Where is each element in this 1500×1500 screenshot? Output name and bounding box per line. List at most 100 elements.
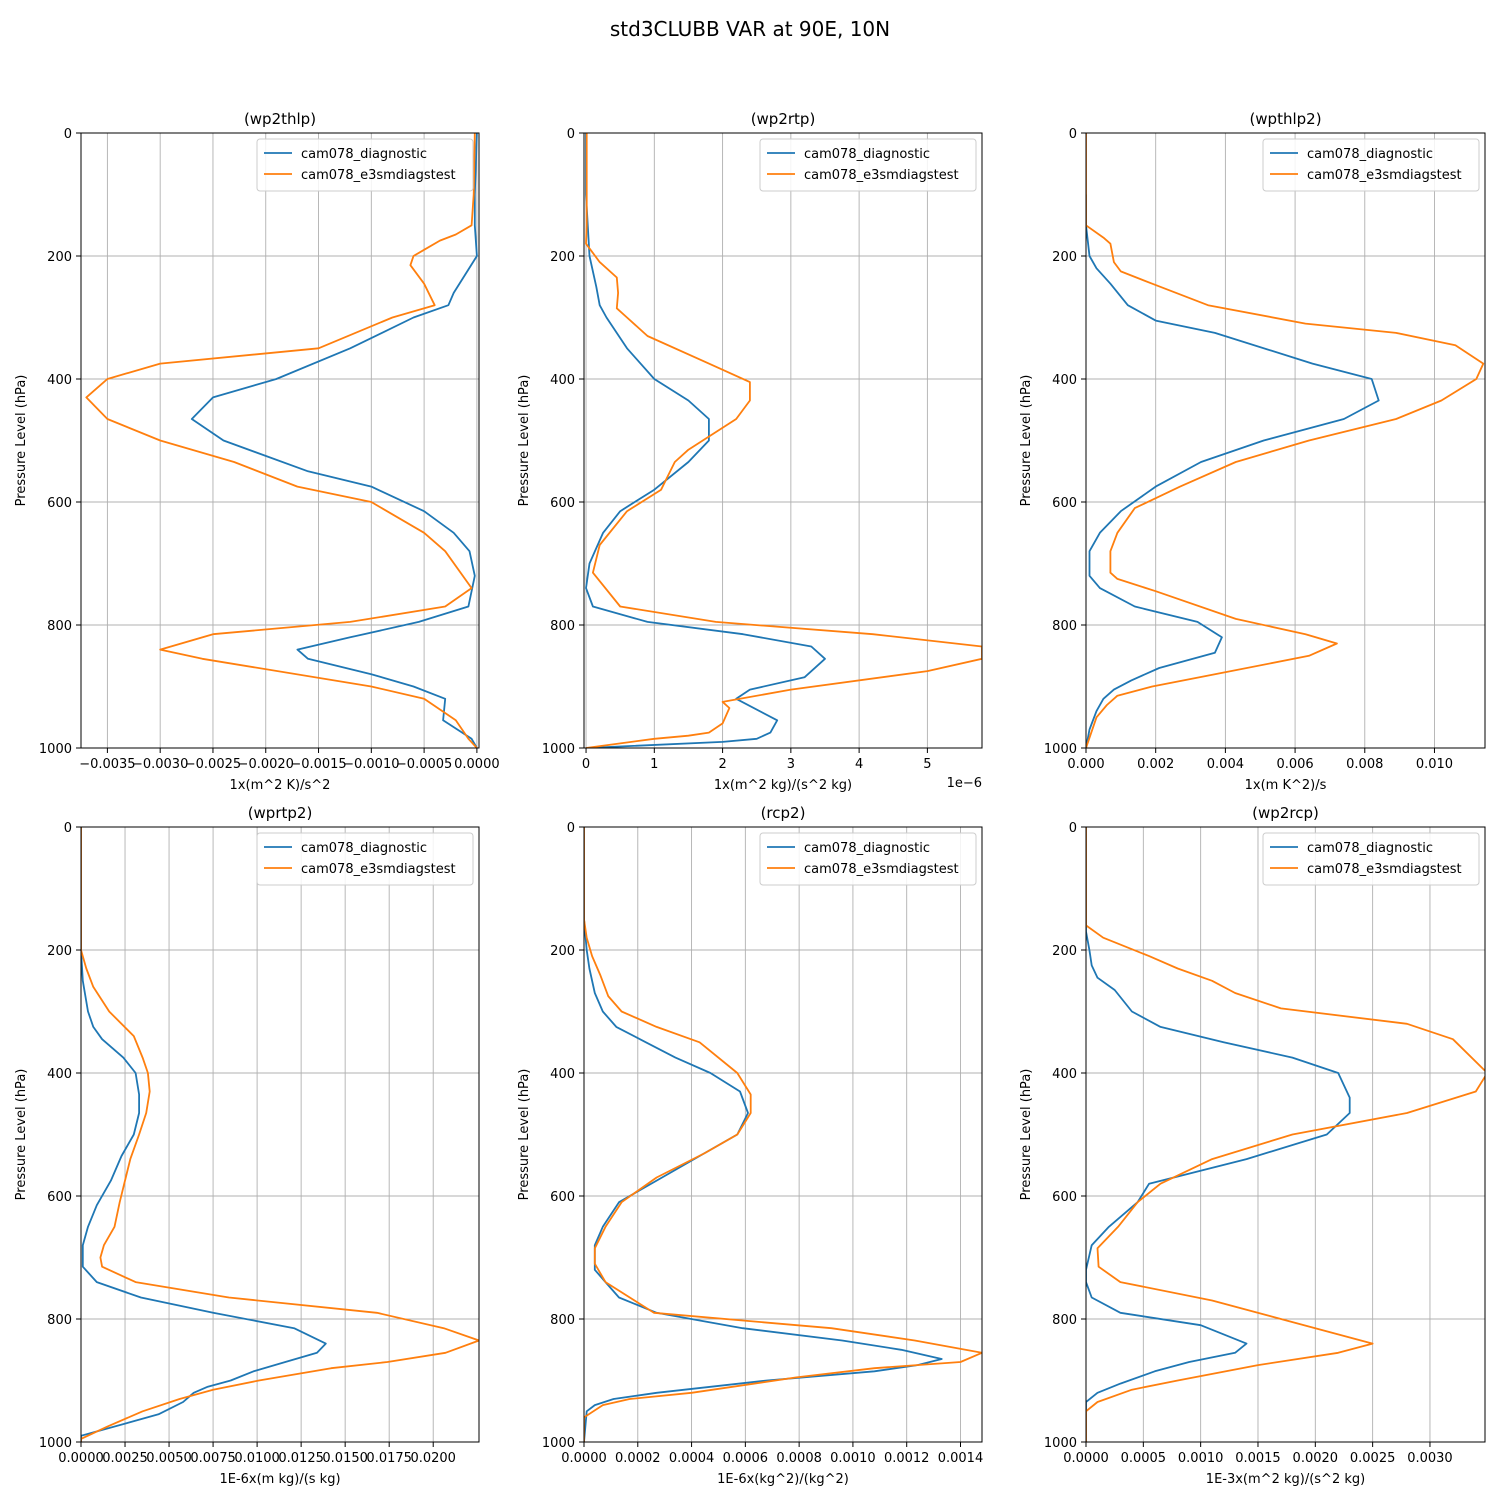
legend-box [256,138,474,192]
y-tick-label: 400 [1052,1067,1077,1082]
y-axis-label: Pressure Level (hPa) [1019,375,1034,507]
x-tick-label: 0.0050 [146,1451,192,1466]
x-axis-label: 1x(m^2 kg)/(s^2 kg) [714,778,852,793]
x-tick-label: 0.0000 [58,1451,104,1466]
x-tick-label: 0.0075 [190,1451,236,1466]
y-tick-label: 800 [47,1313,72,1328]
y-tick-label: 800 [550,1313,575,1328]
y-tick-label: 200 [1052,944,1077,959]
legend-label: cam078_diagnostic [1307,147,1433,162]
chart-panel-1: −0.0035−0.0030−0.0025−0.0020−0.0015−0.00… [14,110,500,793]
y-tick-label: 200 [1052,250,1077,265]
x-tick-label: 0.0015 [1235,1451,1281,1466]
y-tick-label: 600 [47,1190,72,1205]
x-axis-label: 1x(m^2 K)/s^2 [230,778,331,793]
series-line-cam078_diagnostic [190,133,478,748]
x-tick-label: −0.0020 [238,757,294,772]
legend-box [1262,832,1480,886]
x-tick-label: 0.0150 [322,1451,368,1466]
y-tick-label: 800 [1052,619,1077,634]
x-tick-label: 5 [923,757,931,772]
y-tick-label: 600 [550,496,575,511]
x-axis-label: 1E-6x(m kg)/(s kg) [219,1472,340,1487]
chart-panel-5: 0.0000 0.0002 0.0004 0.0006 0.0008 0.0010 0.00… [517,804,983,1487]
figure-title: std3CLUBB VAR at 90E, 10N [610,17,890,41]
x-tick-label: 0.0000 [1063,1451,1109,1466]
y-tick-label: 1000 [1044,742,1077,757]
chart-panel-4: 0.00000.00250.00500.00750.01000.01250.01… [14,804,480,1487]
y-tick-label: 0 [64,821,72,836]
y-tick-label: 600 [1052,496,1077,511]
x-tick-label: −0.0015 [290,757,346,772]
y-tick-label: 0 [567,127,575,142]
y-tick-label: 0 [64,127,72,142]
plot-frame [1085,132,1486,749]
plot-frame [583,826,983,1443]
y-tick-label: 0 [1069,821,1077,836]
y-axis-label: Pressure Level (hPa) [517,1069,532,1201]
x-tick-label: 0.008 [1346,757,1383,772]
x-tick-label: 0.0004 [669,1451,715,1466]
y-tick-label: 800 [47,619,72,634]
legend-box [759,138,977,192]
y-tick-label: 1000 [542,742,575,757]
y-axis-label: Pressure Level (hPa) [14,375,29,507]
legend-label: cam078_e3smdiagstest [1307,168,1462,183]
x-tick-label: 0.0025 [102,1451,148,1466]
legend-label: cam078_diagnostic [301,147,427,162]
chart-title: (wpthlp2) [1249,110,1321,128]
series-line-cam078_diagnostic [585,133,826,748]
x-axis-label: 1x(m K^2)/s [1245,778,1327,793]
x-tick-label: 0.0125 [278,1451,324,1466]
x-tick-label: 0.0100 [234,1451,280,1466]
series-line-cam078_e3smdiagstest [81,827,479,1442]
y-tick-label: 400 [1052,373,1077,388]
plot-frame [80,826,480,1443]
series-line-cam078_e3smdiagstest [1086,133,1485,748]
x-tick-label: 0.0000 [454,757,500,772]
x-tick-label: −0.0030 [132,757,188,772]
plot-frame [583,132,983,749]
x-tick-label: 3 [787,757,795,772]
x-tick-label: 0.0006 [723,1451,769,1466]
x-tick-label: 1 [650,757,658,772]
x-axis-label: 1E-3x(m^2 kg)/(s^2 kg) [1206,1472,1365,1487]
y-tick-label: 600 [1052,1190,1077,1205]
y-tick-label: 600 [550,1190,575,1205]
legend-label: cam078_diagnostic [301,841,427,856]
series-line-cam078_diagnostic [81,827,327,1442]
y-tick-label: 1000 [39,1436,72,1451]
chart-panel-6: 0.0000 0.0005 0.0010 0.0015 0.0020 0.0025 0.00… [1019,804,1486,1487]
y-tick-label: 0 [1069,127,1077,142]
legend-box [759,832,977,886]
x-tick-label: 4 [855,757,863,772]
legend-label: cam078_diagnostic [804,841,930,856]
y-tick-label: 800 [550,619,575,634]
x-tick-label: 0.006 [1276,757,1313,772]
chart-title: (wp2thlp) [244,110,316,128]
x-tick-label: 0.0014 [938,1451,984,1466]
legend-box [256,832,474,886]
y-tick-label: 400 [550,1067,575,1082]
x-tick-label: 0.0025 [1350,1451,1396,1466]
x-tick-label: 0.002 [1137,757,1174,772]
y-tick-label: 800 [1052,1313,1077,1328]
chart-panel-2: 0 1 2 3 4 5 0 200 400 600 800 1000 (wp2rtp) 1x(m^2 kg… [517,110,983,793]
x-tick-label: 0.0010 [1178,1451,1224,1466]
x-axis-label: 1E-6x(kg^2)/(kg^2) [717,1472,849,1487]
x-tick-label: 0.0012 [884,1451,930,1466]
x-tick-label: 0.010 [1416,757,1453,772]
series-line-cam078_e3smdiagstest [1086,827,1485,1442]
legend-label: cam078_diagnostic [804,147,930,162]
series-line-cam078_diagnostic [584,827,943,1442]
y-tick-label: 200 [550,944,575,959]
x-tick-label: 0.0030 [1407,1451,1453,1466]
y-tick-label: 400 [550,373,575,388]
series-line-cam078_e3smdiagstest [85,133,478,748]
legend-label: cam078_e3smdiagstest [804,862,959,877]
x-tick-label: −0.0005 [396,757,452,772]
x-tick-label: 0 [582,757,590,772]
y-tick-label: 1000 [39,742,72,757]
